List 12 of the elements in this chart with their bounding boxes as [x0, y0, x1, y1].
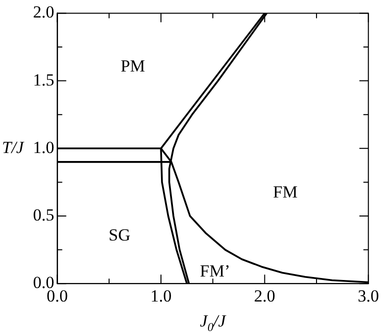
y-tick-label: 0.5: [33, 205, 54, 224]
annotation: FM: [273, 182, 298, 202]
y-tick-label: 1.5: [33, 70, 54, 90]
x-tick-label: 3.0: [358, 286, 379, 306]
y-axis-title: T/J: [2, 138, 26, 157]
x-tick-label: 2.0: [254, 286, 276, 306]
annotation: PM: [120, 56, 146, 76]
y-tick-label: 1.0: [33, 138, 54, 157]
annotation: SG: [108, 226, 130, 245]
annotation: FM’: [200, 262, 230, 281]
x-tick-label: 1.0: [150, 286, 172, 306]
y-tick-label: 2.0: [33, 2, 54, 22]
